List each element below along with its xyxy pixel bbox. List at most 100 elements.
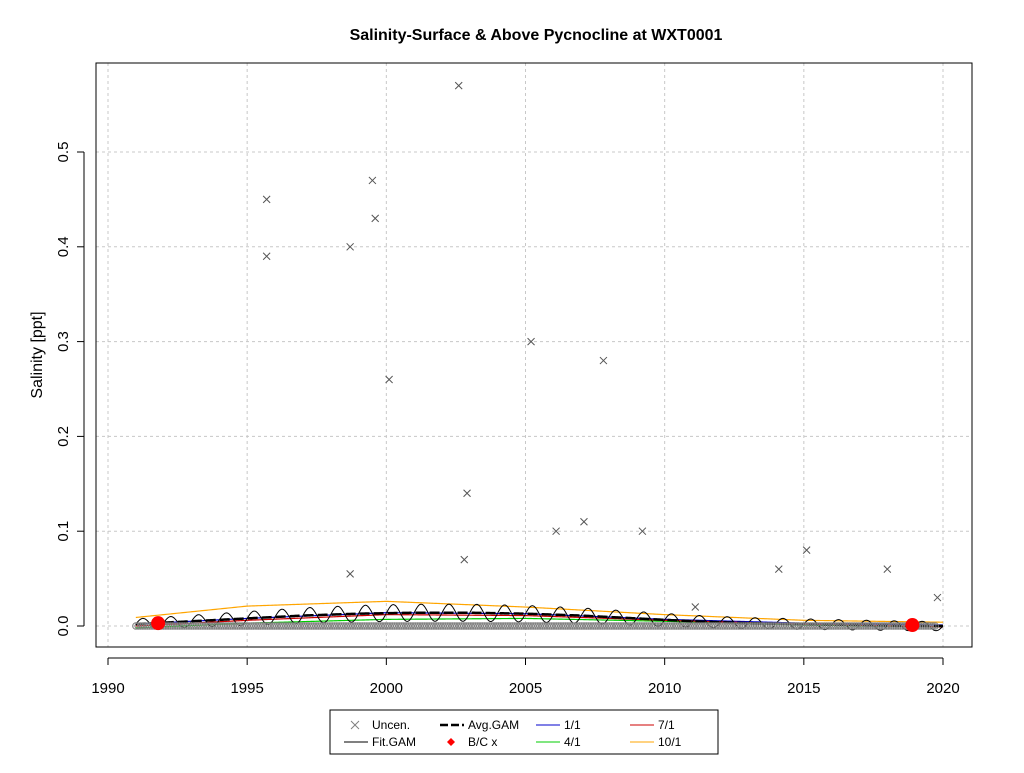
censored-point — [441, 622, 450, 630]
censored-point — [194, 622, 202, 630]
censored-point — [316, 622, 325, 630]
censored-point — [889, 622, 898, 630]
censored-point — [647, 622, 655, 630]
censored-point — [681, 622, 690, 630]
censored-point — [203, 622, 212, 630]
censored-point — [742, 622, 750, 630]
censored-point — [226, 622, 235, 630]
censored-point — [568, 622, 577, 630]
censored-point — [707, 622, 715, 630]
censored-point — [809, 622, 817, 630]
uncensored-mark-stroke — [463, 489, 471, 498]
censored-point — [582, 622, 591, 630]
censored-point — [762, 622, 771, 630]
censored-point — [307, 622, 316, 630]
legend-item: B/C x — [447, 735, 497, 749]
censored-point — [400, 622, 408, 630]
censored-point — [633, 622, 641, 630]
censored-point — [684, 622, 692, 630]
censored-point — [795, 622, 803, 630]
censored-point — [469, 622, 477, 630]
censored-point — [688, 622, 697, 630]
y-tick-label: 0.0 — [55, 616, 72, 637]
censored-point — [822, 622, 831, 630]
censored-point — [723, 622, 731, 630]
censored-point — [300, 622, 309, 630]
legend-item: 1/1 — [536, 718, 581, 732]
censored-point — [649, 622, 658, 630]
legend-box — [329, 709, 719, 755]
legend-item: 4/1 — [536, 735, 581, 749]
censored-point — [261, 622, 269, 630]
censored-point — [614, 622, 623, 630]
censored-point — [642, 622, 651, 630]
censored-point — [259, 622, 267, 630]
censored-point — [772, 622, 780, 630]
censored-point — [397, 622, 406, 630]
axes-layer: 1990 1995 2000 2005 2010 2015 2020 0.0 0.1 0.2 0.3… — [55, 62, 973, 697]
censored-point — [818, 622, 826, 630]
uncensored-mark-stroke — [454, 81, 463, 90]
censored-point — [843, 622, 852, 630]
censored-point — [638, 622, 646, 630]
censored-point — [857, 622, 865, 630]
censored-point — [275, 622, 283, 630]
censored-point — [219, 622, 228, 630]
censored-point — [781, 622, 789, 630]
censored-point — [328, 622, 336, 630]
censored-point — [291, 622, 299, 630]
censored-point — [855, 622, 863, 630]
censored-point — [790, 622, 798, 630]
x-tick-label: 2020 — [926, 680, 959, 697]
censored-point — [416, 622, 424, 630]
legend: Uncen. Avg.GAM 1/1 7/1 Fit.GAM B/C x 4/1 10/1 — [329, 709, 719, 755]
censored-point — [485, 622, 493, 630]
censored-point — [753, 622, 761, 630]
censored-point — [621, 622, 630, 630]
censored-point — [845, 622, 854, 630]
censored-point — [665, 622, 674, 630]
uncensored-point — [552, 527, 560, 536]
censored-point — [866, 622, 875, 630]
censored-point — [839, 622, 847, 630]
uncensored-point — [933, 593, 942, 602]
censored-point — [340, 622, 348, 630]
censored-point — [330, 622, 339, 630]
censored-point — [924, 622, 932, 630]
censored-point — [693, 622, 701, 630]
censored-point — [802, 622, 810, 630]
y-axis-label: Salinity [ppt] — [29, 311, 46, 398]
censored-point — [716, 622, 725, 630]
censored-point — [407, 622, 415, 630]
censored-point — [859, 622, 868, 630]
censored-point — [178, 622, 186, 630]
censored-point — [864, 622, 872, 630]
censored-point — [836, 622, 845, 630]
censored-point — [675, 622, 683, 630]
censored-point — [527, 622, 535, 630]
censored-point — [603, 622, 611, 630]
censored-point — [418, 622, 426, 630]
censored-point — [303, 622, 311, 630]
uncensored-mark-stroke — [385, 375, 393, 384]
censored-point — [208, 622, 216, 630]
censored-point — [427, 622, 436, 630]
censored-point — [769, 622, 778, 630]
censored-point — [289, 622, 297, 630]
censored-point — [326, 622, 334, 630]
censored-point — [834, 622, 842, 630]
censored-point — [494, 622, 503, 630]
censored-point — [774, 622, 782, 630]
censored-point — [471, 622, 480, 630]
x-tick-label: 2005 — [509, 680, 542, 697]
uncensored-mark-stroke — [552, 527, 560, 536]
censored-point — [282, 622, 290, 630]
censored-point — [672, 622, 681, 630]
censored-point — [543, 622, 551, 630]
censored-point — [132, 622, 140, 630]
censored-point — [608, 622, 616, 630]
censored-point — [610, 622, 618, 630]
censored-point — [564, 622, 572, 630]
censored-point — [169, 622, 177, 630]
censored-point — [670, 622, 678, 630]
